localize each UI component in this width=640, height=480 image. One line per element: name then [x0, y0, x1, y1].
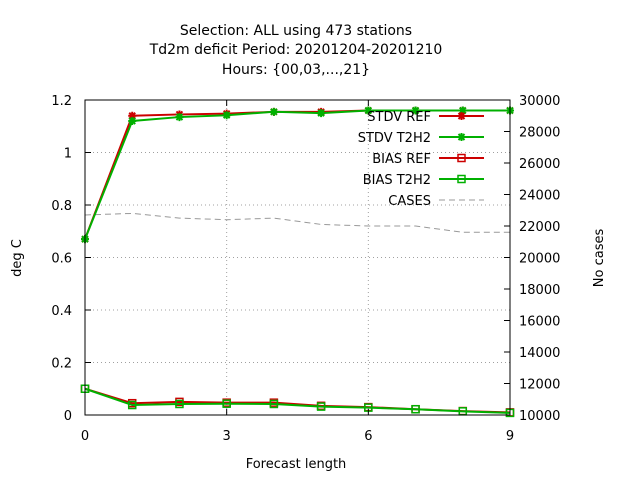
legend-label: CASES: [388, 194, 431, 209]
data-point: [222, 399, 231, 408]
data-point: [222, 111, 231, 120]
y2-tick-label: 24000: [519, 189, 560, 204]
legend-label: BIAS REF: [372, 152, 431, 167]
x-tick-label: 6: [364, 429, 372, 444]
y2-tick-label: 22000: [519, 220, 560, 235]
data-point: [175, 399, 184, 409]
legend-label: STDV T2H2: [358, 131, 431, 146]
title-line-3: Hours: {00,03,...,21}: [222, 62, 370, 78]
y-tick-label: 0: [64, 409, 72, 424]
y-tick-label: 1: [64, 147, 72, 162]
series-line-3: [84, 387, 511, 414]
y-tick-label: 0.2: [51, 357, 72, 372]
title-line-2: Td2m deficit Period: 20201204-20201210: [149, 42, 443, 58]
y2-tick-label: 26000: [519, 157, 560, 172]
grid-lines: [85, 100, 510, 415]
legend-marker: [457, 133, 466, 141]
data-point: [128, 111, 137, 120]
y2-tick-label: 12000: [519, 378, 560, 393]
data-point: [127, 400, 137, 410]
y2-tick-label: 16000: [519, 315, 560, 330]
data-point: [316, 402, 326, 411]
chart-title: Selection: ALL using 473 stations Td2m d…: [149, 23, 443, 78]
y-axis-label: deg C: [10, 239, 25, 277]
y2-tick-label: 18000: [519, 283, 560, 298]
legend-marker: [457, 153, 466, 163]
data-series: [80, 106, 515, 418]
legend-label: STDV REF: [367, 110, 431, 125]
y2-tick-label: 30000: [519, 94, 560, 109]
x-tick-label: 3: [223, 429, 231, 444]
y-tick-label: 0.6: [51, 252, 72, 267]
y-tick-label: 1.2: [51, 94, 72, 109]
series-line-2: [84, 387, 511, 414]
data-point: [128, 117, 137, 125]
y2-tick-label: 10000: [519, 409, 560, 424]
y-tick-label: 0.4: [51, 304, 72, 319]
legend-label: BIAS T2H2: [363, 173, 431, 188]
series-line-1: [84, 109, 510, 240]
data-point: [364, 106, 373, 115]
data-point: [411, 106, 420, 115]
data-point: [411, 404, 420, 414]
axis-ticks: 0 0.2 0.4 0.6 0.8 1 1.2 10000 12000 14000 16000 180…: [51, 94, 560, 444]
data-point: [269, 107, 278, 116]
data-point: [175, 113, 184, 122]
legend: STDV REF STDV T2H2 BIAS REF BIAS T2H2 CASES: [358, 110, 484, 209]
x-tick-label: 9: [506, 429, 514, 444]
series-line-4: [84, 212, 510, 233]
legend-marker: [457, 112, 466, 120]
y2-axis-label: No cases: [592, 229, 607, 288]
data-point: [269, 399, 279, 409]
x-axis-label: Forecast length: [246, 457, 347, 472]
x-tick-label: 0: [81, 429, 89, 444]
title-line-1: Selection: ALL using 473 stations: [180, 23, 412, 39]
data-point: [458, 106, 467, 115]
legend-marker: [457, 174, 466, 184]
y2-tick-label: 20000: [519, 252, 560, 267]
y-tick-label: 0.8: [51, 199, 72, 214]
series-line-0: [84, 109, 510, 240]
y2-tick-label: 14000: [519, 346, 560, 361]
data-point: [317, 109, 326, 118]
y2-tick-label: 28000: [519, 126, 560, 141]
